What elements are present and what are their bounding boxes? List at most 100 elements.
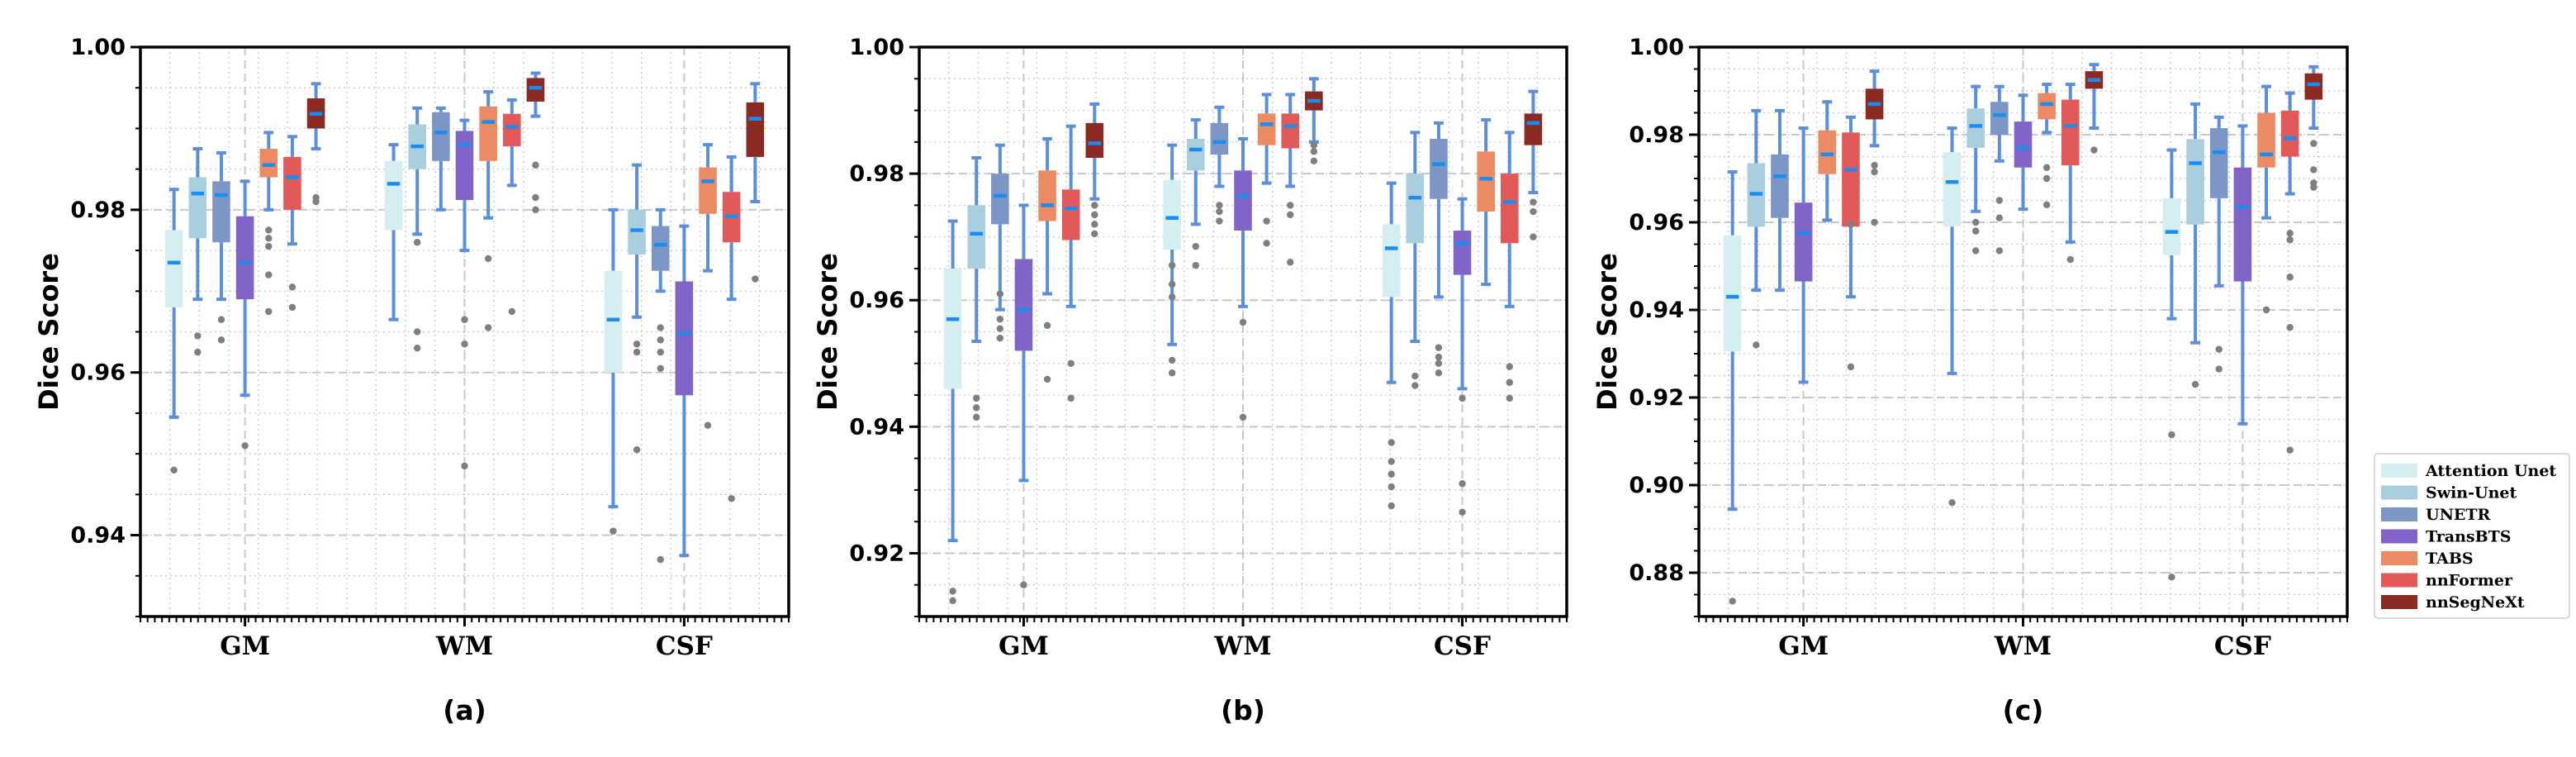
outlier-point [170,466,178,474]
outlier-point [1287,202,1294,209]
box-body-nnformer [1842,132,1860,227]
panel-label: (b) [1221,694,1265,726]
box-body-tabs [2038,93,2056,120]
legend-swatch [2381,573,2417,588]
legend-label: TABS [2426,550,2474,568]
box-body-nnsegnext [1524,113,1543,145]
box-body-transbts [1453,231,1472,275]
outlier-point [1091,211,1098,219]
x-category-label: WM [435,631,493,661]
box-body-transbts [2233,167,2252,282]
box-body-transbts [1794,202,1813,282]
legend-label: Swin-Unet [2426,484,2517,502]
legend-label: UNETR [2426,506,2491,524]
outlier-point [1067,394,1075,402]
box-body-unetr [1990,102,2009,135]
y-axis-label: Dice Score [33,253,64,411]
outlier-point [657,555,664,564]
outlier-point [973,394,980,402]
outlier-point [265,226,273,234]
outlier-point [413,239,421,246]
box-body-attention-unet [1163,179,1181,250]
outlier-point [1239,318,1247,326]
box-body-unetr [1210,122,1229,155]
x-category-label: GM [1778,631,1829,661]
outlier-point [1948,499,1956,507]
outlier-point [2310,166,2317,174]
x-category-label: WM [1213,631,1271,661]
outlier-point [1216,217,1223,225]
outlier-point [1310,157,1318,164]
box-body-nnsegnext [1085,122,1104,158]
outlier-point [704,421,712,429]
box-body-attention-unet [604,270,623,373]
panel-label: (a) [443,694,486,726]
outlier-point [2286,324,2294,331]
box-body-unetr [651,226,670,271]
outlier-point [461,340,468,348]
box-body-transbts [2014,121,2033,168]
outlier-point [1971,227,1980,235]
box-body-tabs [699,167,717,214]
outlier-point [1995,214,2004,221]
outlier-point [2310,140,2317,147]
box-body-attention-unet [1723,235,1742,352]
outlier-point [241,442,249,450]
box-body-swin-unet [1966,108,1985,148]
outlier-point [1168,280,1176,288]
box-body-nnformer [1281,113,1300,149]
outlier-point [657,324,664,331]
outlier-point [2215,345,2223,353]
outlier-point [1971,218,1980,226]
y-tick-label: 0.92 [849,540,904,566]
outlier-point [2215,365,2223,373]
outlier-point [1168,261,1176,269]
y-tick-label: 0.98 [1629,122,1684,148]
outlier-point [1753,341,1760,349]
legend-label: Attention Unet [2425,462,2556,480]
outlier-point [194,332,202,340]
box-body-nnsegnext [526,78,545,102]
box-body-swin-unet [1186,139,1205,171]
y-axis-label: Dice Score [1592,253,1623,411]
outlier-point [1168,369,1176,377]
outlier-point [2286,274,2294,281]
outlier-point [288,303,297,312]
box-body-nnformer [283,156,301,210]
outlier-point [1216,207,1223,216]
outlier-point [2066,255,2075,264]
y-tick-label: 0.94 [70,523,126,549]
outlier-point [508,307,516,316]
chart-panel: 0.88 0.90 0.92 0.94 0.96 0.98 1.00 GM WM CSF Dice … [1592,35,2349,726]
outlier-point [1263,217,1270,225]
outlier-point [484,255,492,263]
outlier-point [2042,164,2051,171]
box-body-nnformer [503,113,521,147]
legend-swatch [2381,507,2417,521]
box-body-transbts [1234,170,1252,231]
outlier-point [610,527,617,535]
outlier-point [1411,382,1419,389]
outlier-point [1043,375,1051,383]
outlier-point [265,235,273,242]
outlier-point [1287,259,1294,266]
y-tick-label: 0.98 [70,198,126,223]
legend-swatch [2381,551,2417,565]
outlier-point [532,161,539,169]
box-body-nnsegnext [2304,73,2323,100]
legend-swatch [2381,464,2417,478]
y-tick-label: 0.92 [1629,385,1684,411]
box-body-tabs [1477,151,1495,212]
outlier-point [752,275,759,283]
box-body-attention-unet [1382,224,1401,298]
outlier-point [1192,261,1199,269]
outlier-point [1530,198,1537,206]
y-tick-label: 0.96 [849,288,904,313]
outlier-point [2286,230,2294,237]
legend: Attention Unet Swin-Unet UNETR TransBTS TABS… [2374,453,2570,619]
outlier-point [1168,293,1176,301]
x-category-label: CSF [1434,631,1491,661]
x-category-label: GM [999,631,1049,661]
chart-panel: 0.94 0.96 0.98 1.00 GM WM CSF Dice Score (a) [33,35,790,726]
outlier-point [413,328,421,336]
